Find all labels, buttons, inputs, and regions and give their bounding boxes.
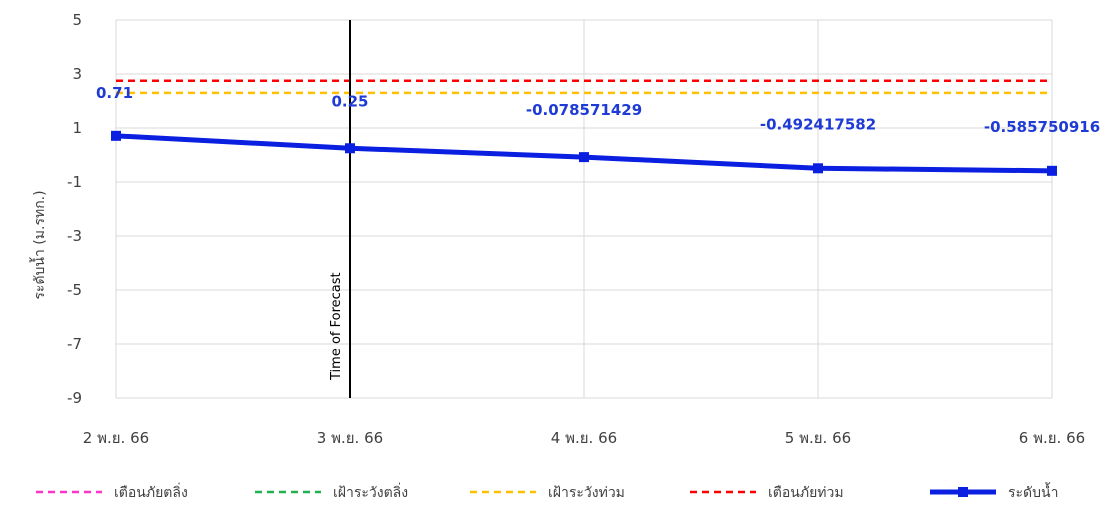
legend-label: เฝ้าระวังตลิ่ง (333, 483, 408, 501)
y-axis-label: ระดับน้ำ (ม.รทก.) (29, 190, 48, 299)
legend-label: เตือนภัยตลิ่ง (114, 483, 188, 501)
data-point (1047, 165, 1057, 176)
data-label: 0.25 (331, 92, 368, 110)
y-tick-label: 5 (72, 11, 82, 29)
series (111, 130, 1057, 176)
x-tick-label: 4 พ.ย. 66 (551, 429, 617, 447)
x-axis-ticks: 2 พ.ย. 66 3 พ.ย. 66 4 พ.ย. 66 5 พ.ย. 66 6 พ.… (83, 429, 1085, 447)
y-tick-label: -9 (67, 389, 82, 407)
y-tick-label: -5 (67, 281, 82, 299)
legend: เตือนภัยตลิ่ง เฝ้าระวังตลิ่ง เฝ้าระวังท่วม… (36, 482, 1058, 501)
forecast-marker-label: Time of Forecast (329, 272, 344, 381)
legend-label: ระดับน้ำ (1008, 482, 1058, 501)
x-tick-label: 2 พ.ย. 66 (83, 429, 149, 447)
data-point (345, 143, 355, 154)
x-tick-label: 5 พ.ย. 66 (785, 429, 851, 447)
data-labels: 0.71 0.25 -0.078571429 -0.492417582 -0.58575… (96, 84, 1100, 136)
data-point (579, 152, 589, 163)
x-tick-label: 3 พ.ย. 66 (317, 429, 383, 447)
y-tick-label: -7 (67, 335, 82, 353)
legend-marker (958, 487, 968, 497)
grid (115, 19, 1053, 399)
y-tick-label: -1 (67, 173, 82, 191)
data-label: -0.078571429 (526, 101, 642, 119)
data-label: -0.492417582 (760, 115, 876, 133)
data-point (111, 130, 121, 141)
y-tick-label: 1 (72, 119, 82, 137)
y-tick-label: 3 (72, 65, 82, 83)
forecast-annotation: Time of Forecast (329, 20, 351, 398)
legend-label: เตือนภัยท่วม (768, 485, 844, 501)
y-axis-ticks: 5 3 1 -1 -3 -5 -7 -9 (67, 11, 82, 407)
data-label: 0.71 (96, 84, 133, 102)
data-point (813, 163, 823, 174)
data-label: -0.585750916 (984, 118, 1100, 136)
x-tick-label: 6 พ.ย. 66 (1019, 429, 1085, 447)
legend-label: เฝ้าระวังท่วม (548, 485, 625, 501)
y-tick-label: -3 (67, 227, 82, 245)
reference-lines (116, 79, 1052, 95)
